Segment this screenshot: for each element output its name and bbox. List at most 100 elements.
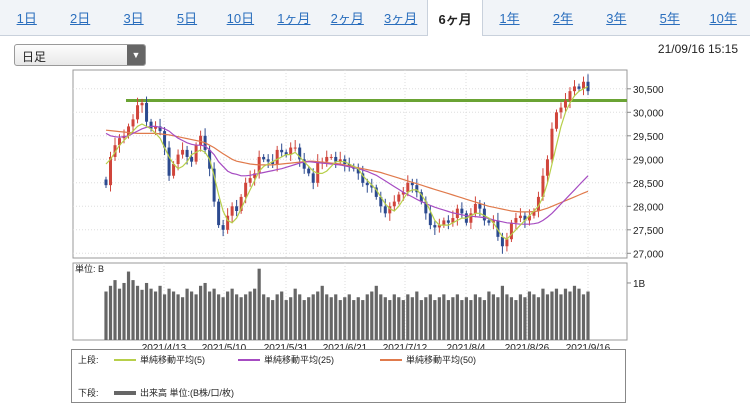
candle-body [140,102,144,106]
candle-body [518,215,522,219]
volume-bar [401,300,405,340]
y-tick-label: 28,000 [633,202,664,213]
volume-bar [153,291,158,340]
tab-1[interactable]: 2日 [70,11,91,26]
candle-body [365,182,369,186]
candle-body [131,119,135,127]
volume-bar [284,300,288,340]
candle-body [275,149,279,164]
candle-body [235,206,239,211]
volume-bar [455,294,459,340]
candle-body [104,179,108,186]
tab-6[interactable]: 2ヶ月 [330,11,364,26]
candle-body [473,203,477,214]
volume-bar [478,297,482,340]
volume-bar [113,280,117,340]
volume-bar [298,294,302,340]
volume-bar [248,291,252,340]
candle-body [325,156,329,162]
candle-body [266,159,270,162]
volume-bar [388,300,392,340]
legend-ma25: 単純移動平均(25) [238,353,334,366]
candle-body [559,107,563,113]
candle-body [284,152,288,155]
tab-8[interactable]: 6ヶ月 [427,0,483,36]
candle-body [554,112,558,129]
candle-body [172,164,176,176]
candle-body [383,206,387,214]
tab-0[interactable]: 1日 [16,11,37,26]
candle-body [505,239,509,247]
candle-body [302,159,306,169]
tab-2[interactable]: 3日 [123,11,144,26]
ma5-line [105,85,589,240]
candle-body [487,220,491,223]
period-tabs: 1日 2日 3日 5日 10日 1ヶ月 2ヶ月 3ヶ月 6ヶ月 1年 2年 3年 5年 10年 [0,0,750,36]
candle-body [298,147,302,160]
candle-body [586,81,590,92]
x-tick-label: 2021/7/12 [383,343,428,354]
volume-bar [167,288,171,340]
legend-ma5: 単純移動平均(5) [114,353,205,366]
volume-bar [491,294,496,340]
volume-bar [230,288,234,340]
volume-bar [334,294,338,340]
candle-body [145,102,149,122]
tab-3[interactable]: 5日 [176,11,198,26]
candle-body [541,175,545,197]
volume-bar [550,291,554,340]
candle-body [406,182,410,193]
x-tick-label: 2021/4/13 [142,343,187,354]
volume-bar [505,294,509,340]
volume-bar [410,297,414,340]
candle-body [149,121,153,129]
tab-4[interactable]: 10日 [226,11,255,26]
interval-select-label: 日足 [22,50,47,64]
volume-bar [271,300,275,340]
volume-bar [180,297,185,340]
volume-bar [307,297,311,340]
volume-bar [572,285,577,340]
candle-body [469,213,473,223]
candle-body [410,182,414,186]
volume-bar [108,285,113,340]
legend-ma50: 単純移動平均(50) [380,353,476,366]
tab-11[interactable]: 3年 [606,11,627,26]
tab-13[interactable]: 10年 [709,11,737,26]
volume-bar [293,288,297,340]
volume-bar [545,294,550,340]
interval-select[interactable]: 日足 ▼ [14,44,146,66]
candle-body [523,215,527,221]
tab-9[interactable]: 1年 [499,11,520,26]
candle-body [392,201,396,207]
volume-bar [266,297,270,340]
y-tick-label: 27,000 [633,249,664,260]
ma25-swatch [238,358,260,361]
chevron-down-icon[interactable]: ▼ [127,45,145,65]
candle-body [581,81,585,89]
volume-bar [518,294,523,340]
candle-body [307,168,311,174]
volume-bar [581,294,586,340]
tab-7[interactable]: 3ヶ月 [384,11,418,26]
volume-bar [320,285,324,340]
volume-bar [217,294,221,340]
legend-volume: 出来高 単位:(B株/口/枚) [114,386,234,399]
candle-body [217,201,221,226]
tab-5[interactable]: 1ヶ月 [277,11,311,26]
volume-bar [244,294,248,340]
tab-10[interactable]: 2年 [552,11,574,26]
candle-body [199,135,203,146]
volume-bar [433,300,437,340]
volume-bar [365,294,369,340]
candle-body [563,100,567,108]
volume-bar [428,294,432,340]
x-tick-label: 2021/5/31 [264,343,309,354]
tab-12[interactable]: 5年 [659,11,680,26]
candle-body [527,215,531,221]
x-tick-label: 2021/9/16 [566,343,611,354]
candle-body [271,161,275,164]
candle-body [482,208,486,221]
volume-bar [104,291,108,340]
